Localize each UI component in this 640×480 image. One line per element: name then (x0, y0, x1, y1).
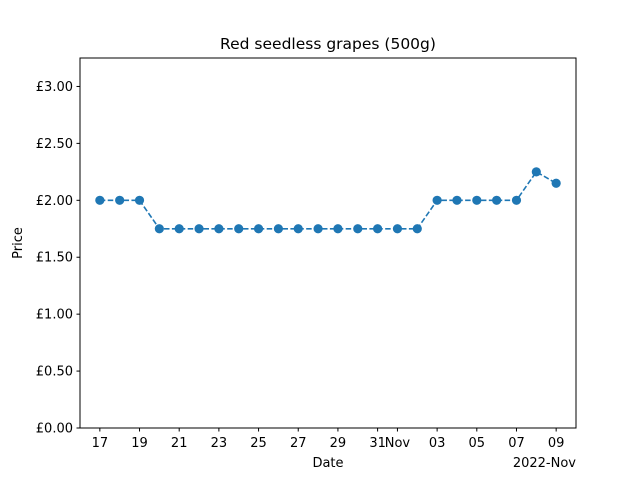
data-point (551, 178, 561, 188)
x-tick-label: 23 (211, 436, 228, 451)
y-axis-ticks: £0.00 £0.50 £1.00 £1.50 £2.00 £2.50 £3.00 (36, 80, 80, 437)
x-tick-label: 21 (171, 436, 188, 451)
data-point (293, 224, 303, 234)
data-point (432, 195, 442, 205)
data-point (234, 224, 244, 234)
data-point (194, 224, 204, 234)
data-point (313, 224, 323, 234)
y-tick-label: £1.50 (36, 251, 73, 266)
x-tick-label: 29 (330, 436, 347, 451)
y-tick-label: £1.00 (36, 308, 73, 323)
x-tick-label: 09 (548, 436, 565, 451)
y-tick-label: £3.00 (36, 80, 73, 95)
y-tick-label: £0.50 (36, 365, 73, 380)
y-axis-label: Price (11, 227, 26, 259)
chart-title: Red seedless grapes (500g) (220, 35, 436, 53)
data-point (511, 195, 522, 205)
x-tick-label: 05 (469, 436, 486, 451)
y-tick-label: £2.50 (36, 137, 73, 152)
data-point (174, 224, 184, 234)
x-tick-label: 31 (369, 436, 386, 451)
x-tick-label: 17 (92, 436, 109, 451)
x-tick-label: 27 (290, 436, 307, 451)
data-point (214, 224, 224, 234)
x-tick-label: 07 (508, 436, 525, 451)
data-point (373, 224, 383, 234)
data-point (392, 224, 403, 234)
data-point (154, 224, 164, 234)
data-point (115, 195, 125, 205)
x-axis-offset-label: 2022-Nov (513, 456, 576, 471)
y-tick-label: £0.00 (36, 422, 73, 437)
x-tick-label: Nov (385, 436, 411, 451)
series-layer (95, 167, 561, 234)
plot-area (80, 58, 576, 428)
data-point (333, 224, 343, 234)
data-point (531, 167, 541, 177)
data-point (95, 195, 105, 205)
x-axis-label: Date (312, 456, 343, 471)
data-point (452, 195, 462, 205)
data-point (353, 224, 363, 234)
x-tick-label: 25 (250, 436, 267, 451)
y-tick-label: £2.00 (36, 194, 73, 209)
data-point (492, 195, 502, 205)
data-point (253, 224, 264, 234)
data-point (273, 224, 283, 234)
data-point (412, 224, 422, 234)
data-point (472, 195, 482, 205)
x-tick-label: 03 (429, 436, 446, 451)
x-tick-label: 19 (131, 436, 148, 451)
data-point (134, 195, 145, 205)
plot-frame (79, 57, 577, 429)
